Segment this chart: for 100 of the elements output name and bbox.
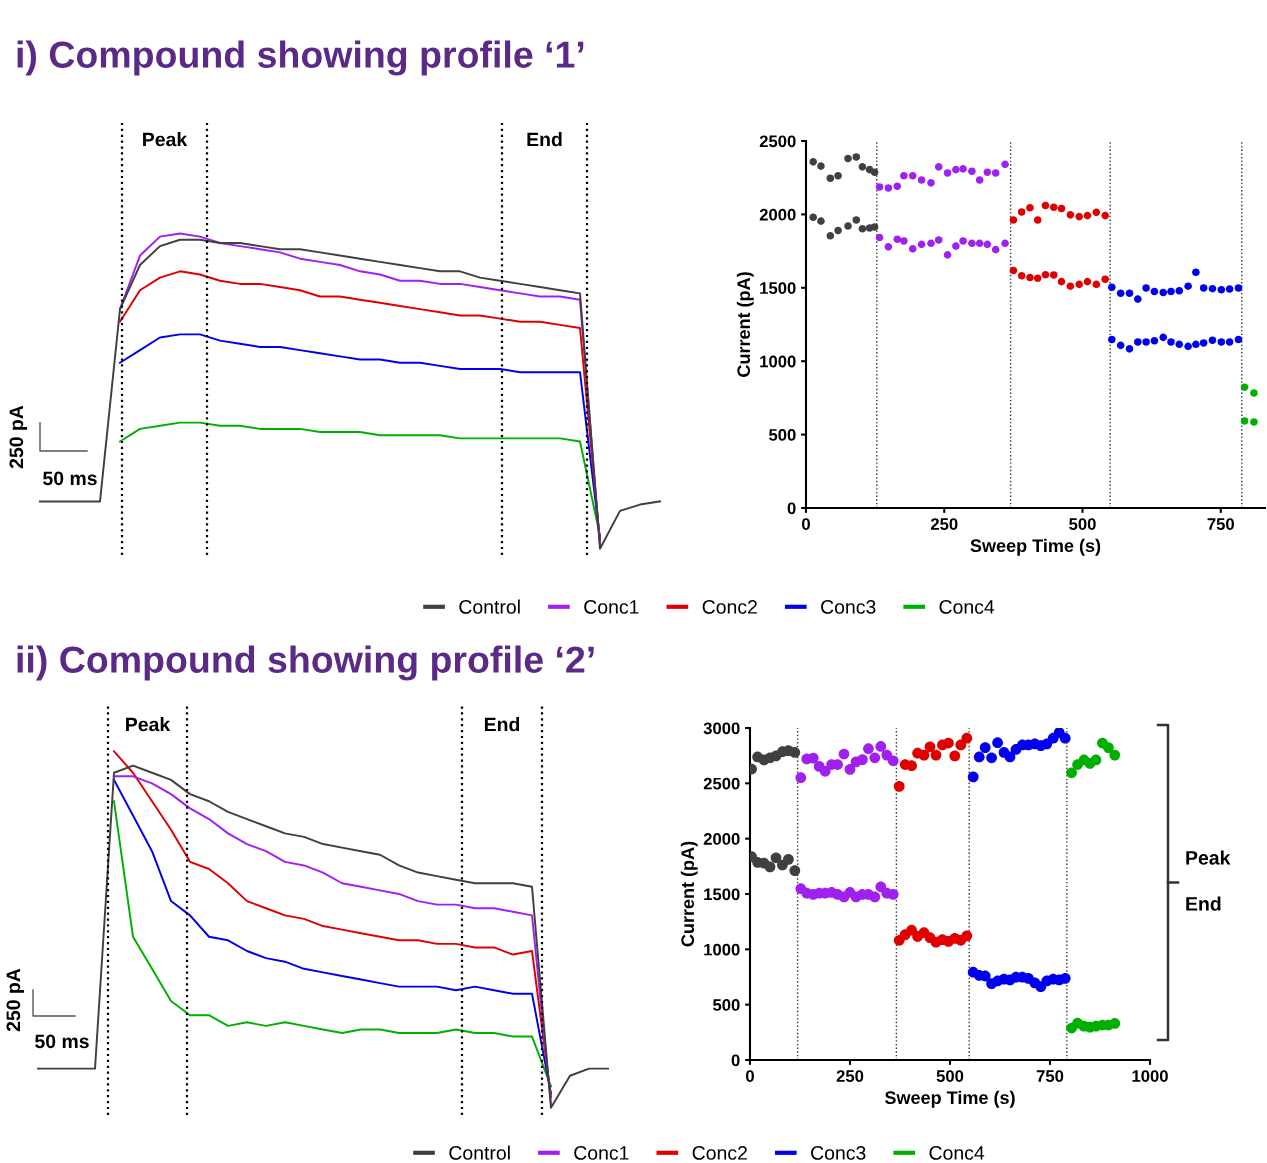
point xyxy=(826,174,835,183)
point xyxy=(858,163,867,171)
point xyxy=(844,222,852,230)
point xyxy=(1066,211,1075,219)
x-axis-title: Sweep Time (s) xyxy=(884,1090,1015,1108)
point xyxy=(975,176,984,184)
y-tick-label: 500 xyxy=(768,429,796,441)
text: End xyxy=(527,132,562,147)
x-tick-label: 500 xyxy=(936,1070,964,1082)
point xyxy=(783,853,794,865)
point xyxy=(1134,295,1142,303)
y-tick-label: 1500 xyxy=(760,282,796,294)
point xyxy=(1240,417,1249,425)
x-tick-label: 250 xyxy=(930,518,958,530)
point xyxy=(943,169,952,177)
y-tick-label: 2500 xyxy=(759,135,796,148)
x-tick-label: 1000 xyxy=(1132,1070,1168,1082)
point xyxy=(906,760,917,772)
point xyxy=(1199,284,1208,292)
point xyxy=(809,213,817,221)
point xyxy=(1057,277,1066,286)
point xyxy=(1103,742,1114,753)
point xyxy=(858,224,867,233)
x-tick-label: 750 xyxy=(1207,518,1234,530)
point xyxy=(789,747,801,758)
point xyxy=(1208,284,1217,293)
point xyxy=(1225,285,1234,293)
annotation: 50 ms xyxy=(43,471,97,486)
point xyxy=(927,179,935,187)
point xyxy=(1109,749,1121,761)
legend-label: Conc1 xyxy=(574,1146,629,1160)
point xyxy=(809,158,817,166)
point xyxy=(1159,333,1168,342)
x-axis-title: Sweep Time (s) xyxy=(970,538,1101,556)
point xyxy=(917,240,926,249)
y-tick-label: 1000 xyxy=(704,943,740,956)
point xyxy=(893,235,902,244)
point xyxy=(924,741,936,753)
point xyxy=(1150,287,1159,296)
legend-label: Conc3 xyxy=(811,1146,866,1160)
point xyxy=(1217,285,1226,294)
point xyxy=(770,852,782,864)
text: 250 pA xyxy=(6,968,25,1032)
legend-label: Control xyxy=(459,599,520,614)
point xyxy=(991,245,1000,254)
point xyxy=(934,163,943,171)
point xyxy=(991,169,1000,177)
legend-label: Conc1 xyxy=(584,600,639,614)
y-axis-title: Current (pA) xyxy=(736,272,754,377)
y-tick-label: 1500 xyxy=(704,888,740,901)
point xyxy=(1159,288,1168,297)
legend-label: Conc2 xyxy=(702,600,757,614)
point xyxy=(834,226,842,235)
point xyxy=(1049,271,1058,279)
y-tick-label: 0 xyxy=(787,502,796,515)
y-tick-label: 1000 xyxy=(760,355,796,368)
point xyxy=(1142,338,1150,346)
point xyxy=(1083,211,1092,220)
point xyxy=(1066,282,1075,290)
point xyxy=(949,750,961,762)
legend-label: Conc2 xyxy=(692,1146,747,1160)
point xyxy=(838,748,850,760)
point xyxy=(1026,203,1034,212)
point xyxy=(875,741,887,752)
point xyxy=(927,239,935,248)
y-axis-title: Current (pA) xyxy=(680,841,698,947)
point xyxy=(863,743,874,755)
point xyxy=(1004,751,1016,763)
point xyxy=(943,737,954,749)
point xyxy=(1167,338,1175,346)
point xyxy=(1101,211,1109,220)
point xyxy=(1116,341,1125,350)
point xyxy=(1184,282,1192,290)
point xyxy=(983,240,992,249)
point xyxy=(968,239,976,248)
point xyxy=(1041,270,1050,279)
point xyxy=(852,153,861,161)
point xyxy=(884,184,893,192)
point xyxy=(1125,345,1134,353)
point xyxy=(893,182,902,191)
point xyxy=(884,243,893,251)
point xyxy=(817,162,825,170)
point xyxy=(1108,283,1116,292)
point xyxy=(952,165,960,174)
point xyxy=(1192,340,1200,349)
point xyxy=(789,865,801,877)
legend-label: Control xyxy=(449,1145,510,1160)
point xyxy=(1001,239,1009,248)
point xyxy=(857,754,868,766)
point xyxy=(1150,336,1159,345)
point xyxy=(1075,280,1083,289)
point xyxy=(869,891,881,903)
point xyxy=(875,233,884,242)
point xyxy=(1033,274,1042,283)
point xyxy=(1026,273,1034,282)
y-tick-label: 3000 xyxy=(703,722,740,735)
point xyxy=(1250,418,1258,426)
point xyxy=(975,239,984,248)
point xyxy=(992,737,1003,749)
legend-label: Conc4 xyxy=(939,600,995,614)
